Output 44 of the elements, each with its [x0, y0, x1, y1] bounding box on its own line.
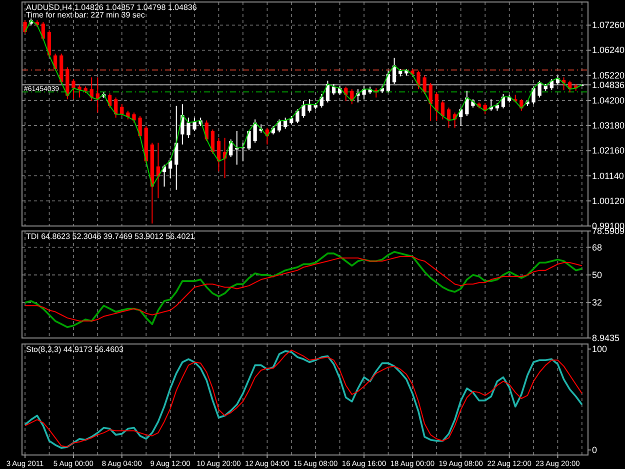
- y-tick-label: 1.06240: [592, 45, 625, 56]
- candlestick: [247, 130, 251, 151]
- candlestick: [138, 115, 142, 138]
- candlestick: [332, 83, 336, 96]
- y-tick-label: 0: [592, 444, 598, 455]
- chart-title: TDI 64.8623 52.3046 39.7469 53.9012 56.4021: [26, 232, 196, 241]
- y-tick-label: 1.07260: [592, 20, 625, 30]
- y-tick-label: 1.01140: [592, 170, 624, 181]
- candlestick: [23, 20, 27, 34]
- candlestick: [192, 117, 196, 132]
- y-tick-label: 1.04200: [592, 95, 625, 106]
- y-tick-label: 1.04836: [592, 80, 625, 90]
- line-series: [24, 20, 582, 188]
- candlestick: [422, 75, 426, 95]
- candlestick: [362, 85, 366, 100]
- y-tick-label: 100: [592, 344, 608, 354]
- y-tick-label: 8.9435: [592, 333, 620, 343]
- candlestick: [538, 80, 542, 98]
- candlestick: [532, 86, 536, 105]
- candlestick: [302, 100, 306, 118]
- candlestick: [428, 82, 432, 122]
- candlestick: [210, 129, 214, 154]
- candlestick: [253, 118, 257, 144]
- y-tick-label: 68: [592, 242, 602, 252]
- chart-title: Sto(8,3,3) 44.9173 56.4603: [26, 345, 124, 354]
- candlestick: [47, 30, 52, 58]
- candlestick: [416, 70, 420, 90]
- candlestick: [216, 137, 221, 172]
- y-tick-label: 1.02160: [592, 146, 625, 156]
- candlestick: [434, 92, 438, 122]
- candlestick: [308, 98, 312, 114]
- y-tick-label: 1.05220: [592, 70, 625, 80]
- y-tick-label: 50: [592, 270, 602, 280]
- chart-title: AUDUSD,H4 1.04826 1.04857 1.04798 1.04836: [26, 3, 198, 12]
- candlestick: [132, 112, 136, 124]
- y-tick-label: 1.03180: [592, 120, 625, 131]
- y-tick-label: 1.00120: [592, 196, 625, 206]
- y-tick-label: 32: [592, 298, 602, 308]
- candlestick: [440, 100, 445, 120]
- text: Time for next bar: 227 min 39 sec: [26, 10, 145, 20]
- candlestick: [186, 117, 190, 138]
- candlestick: [72, 78, 76, 100]
- candlestick: [114, 97, 118, 118]
- candlestick: [78, 84, 82, 98]
